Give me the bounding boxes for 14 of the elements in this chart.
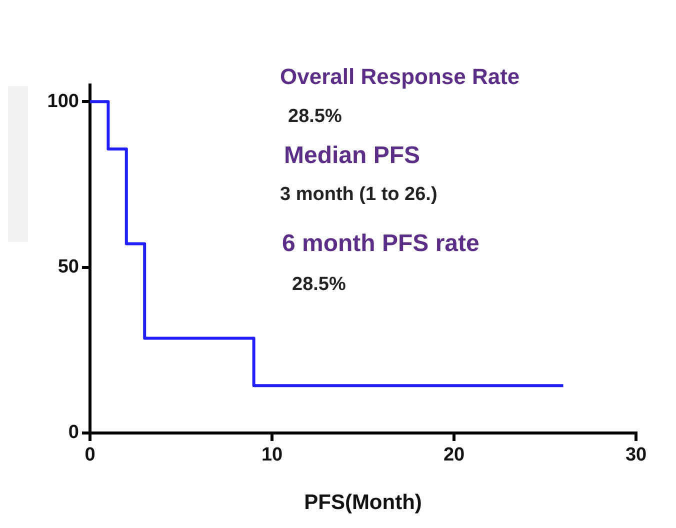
annotation: 6 month PFS rate [282,230,480,258]
x-axis-title: PFS(Month) [304,491,422,514]
annotation: 28.5% [288,106,342,128]
annotation: Overall Response Rate [280,64,520,90]
annotation: 28.5% [292,274,346,296]
y-tick-label: 50 [58,256,79,278]
x-tick-label: 10 [261,444,283,466]
x-tick-label: 0 [84,444,96,466]
y-tick-label: 0 [68,422,79,444]
x-tick-label: 20 [443,444,465,466]
x-tick-label: 30 [625,444,647,466]
annotation: Median PFS [284,142,420,170]
annotation: 3 month (1 to 26.) [280,184,438,206]
y-tick-label: 100 [47,90,79,112]
